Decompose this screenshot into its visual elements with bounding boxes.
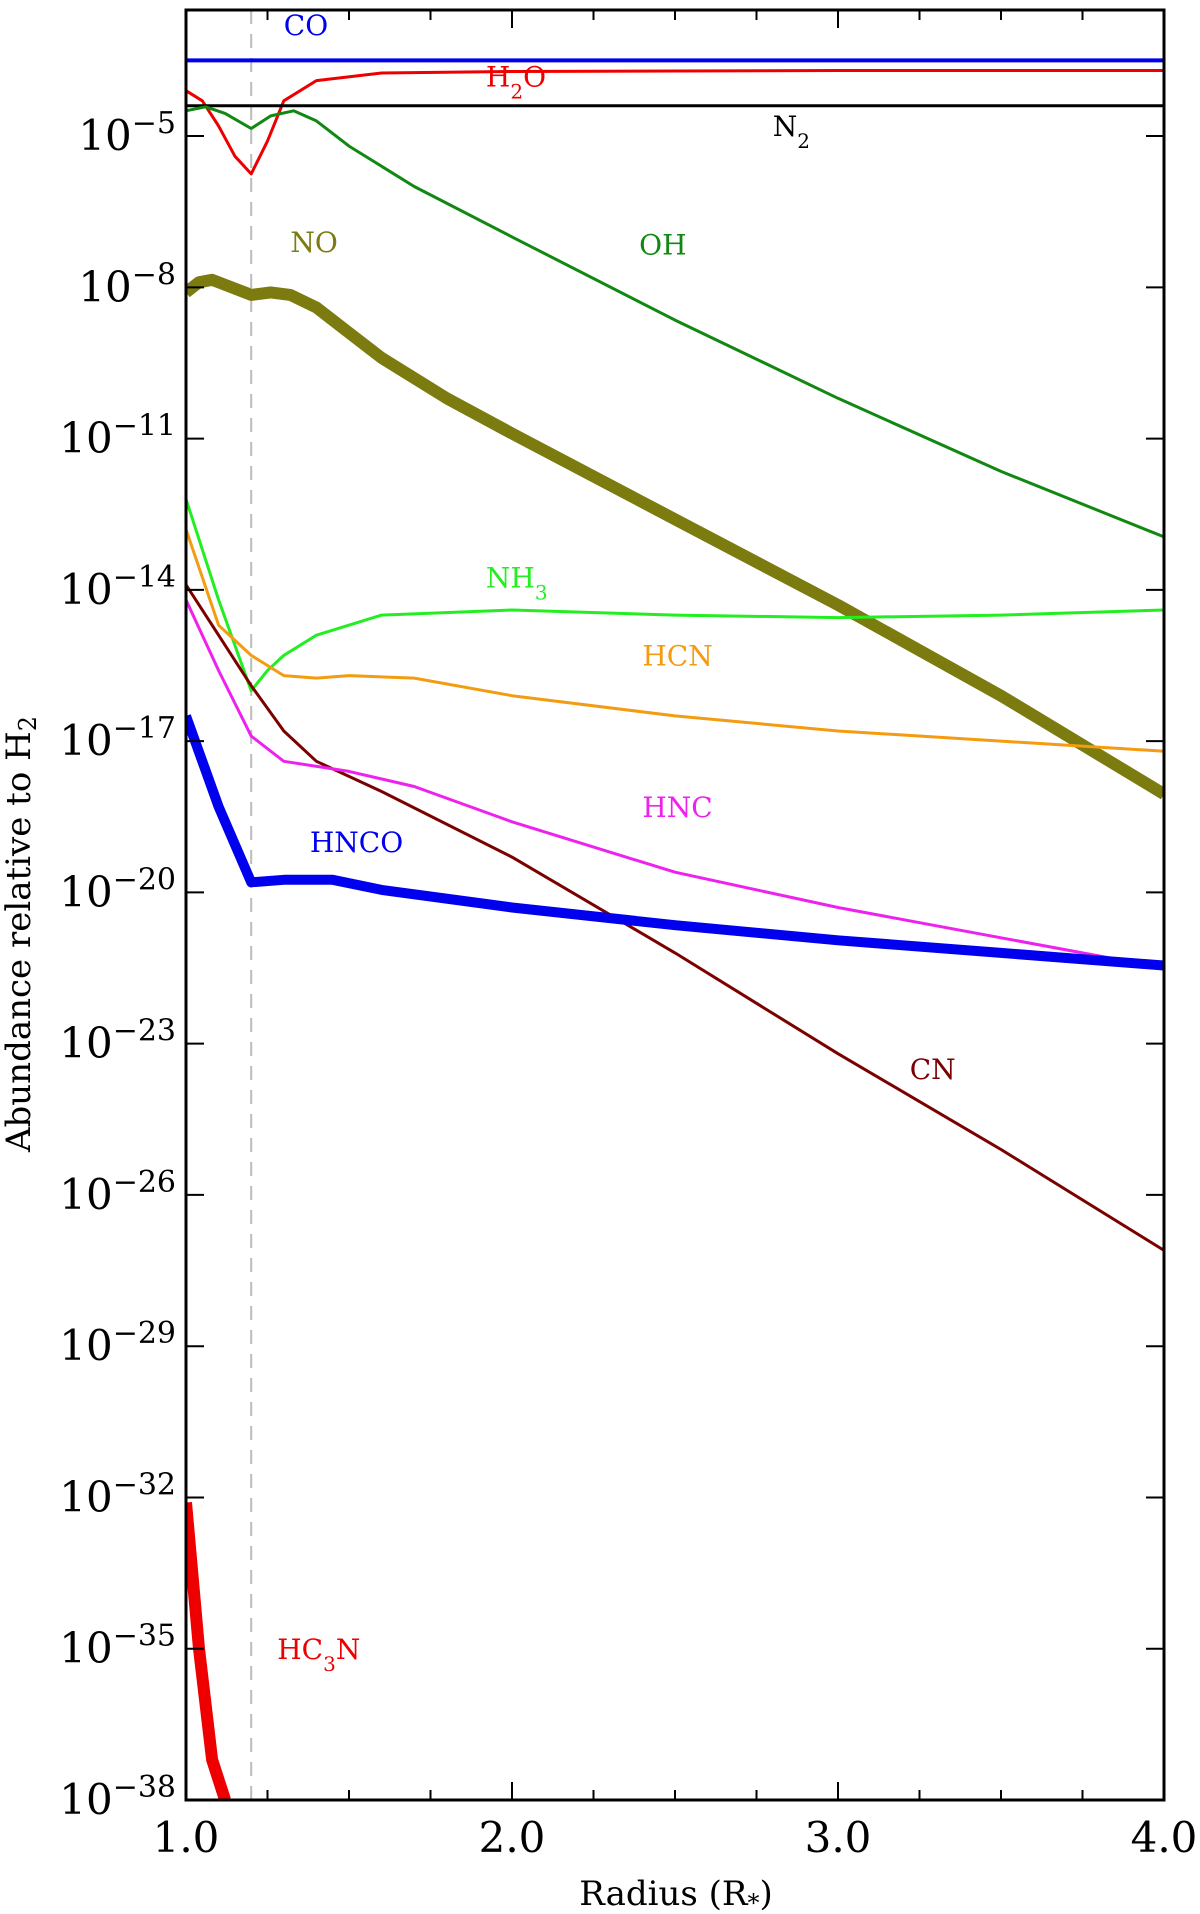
series-label-text: NO [290, 226, 337, 259]
x-tick-label: 4.0 [1131, 1813, 1198, 1862]
series-layer [186, 58, 1164, 1800]
y-tick-label: 10−26 [59, 1164, 176, 1219]
series-label-text: HNCO [310, 826, 403, 859]
y-tick-exponent: −11 [113, 408, 176, 443]
y-tick-label: 10−8 [78, 257, 176, 312]
series-label-text: HNC [642, 791, 712, 824]
y-tick-base: 10 [59, 565, 112, 614]
series-label-sub: 2 [510, 80, 523, 104]
series-label-text: NH [486, 561, 535, 594]
series-label-hcn: HCN [642, 639, 712, 672]
y-tick-base: 10 [59, 1775, 112, 1824]
y-tick-base: 10 [59, 1019, 112, 1068]
series-label-hc3n: HC3N [277, 1633, 360, 1676]
y-tick-base: 10 [59, 1624, 112, 1673]
x-axis-label-main: Radius (R [579, 1874, 749, 1914]
series-label-tail: O [523, 61, 546, 94]
x-axis-label-end: ) [760, 1874, 773, 1914]
plot-frame [184, 8, 1166, 1802]
y-tick-exponent: −14 [113, 559, 176, 594]
series-line-hnco [186, 714, 1164, 971]
x-tick-label: 2.0 [479, 1813, 546, 1862]
series-label-sub: 2 [797, 129, 810, 153]
y-tick-label: 10−5 [78, 106, 176, 161]
tick-layer: 1.0 2.0 3.0 4.010−510−810−1110−1410−1710−20… [59, 10, 1197, 1862]
series-label-text: OH [639, 229, 686, 262]
series-label-text: CN [910, 1053, 956, 1086]
y-tick-label: 10−17 [59, 711, 176, 766]
y-tick-label: 10−20 [59, 862, 176, 917]
y-tick-exponent: −8 [132, 257, 176, 292]
x-tick-label: 1.0 [153, 1813, 220, 1862]
series-label-text: H [486, 61, 510, 94]
y-tick-exponent: −17 [113, 711, 176, 746]
y-tick-label: 10−35 [59, 1618, 176, 1673]
y-tick-exponent: −32 [113, 1467, 176, 1502]
y-axis-label: Abundance relative to H2 [0, 716, 42, 1153]
x-tick-label: 3.0 [805, 1813, 872, 1862]
series-label-n2: N2 [773, 110, 810, 153]
y-axis-label-main: Abundance relative to H [0, 731, 39, 1153]
series-line-no [186, 273, 1164, 800]
y-tick-exponent: −29 [113, 1316, 176, 1351]
y-tick-label: 10−11 [59, 408, 176, 463]
y-tick-base: 10 [59, 716, 112, 765]
series-line-hc3n [186, 1501, 231, 1800]
y-tick-base: 10 [59, 414, 112, 463]
y-tick-exponent: −38 [113, 1770, 176, 1805]
y-tick-exponent: −20 [113, 862, 176, 897]
x-axis-label-sub: * [748, 1889, 760, 1914]
series-line-hnc [186, 599, 1164, 970]
series-label-oh: OH [639, 229, 686, 262]
series-label-text: HC [277, 1633, 323, 1666]
series-label-text: HCN [642, 639, 712, 672]
y-tick-exponent: −5 [132, 106, 176, 141]
series-label-sub: 3 [323, 1652, 336, 1676]
series-label-sub: 3 [535, 580, 548, 604]
y-tick-base: 10 [59, 1321, 112, 1370]
series-line-cn [186, 583, 1164, 1252]
y-tick-label: 10−32 [59, 1467, 176, 1522]
series-label-hnc: HNC [642, 791, 712, 824]
series-line-oh [186, 105, 1164, 539]
y-tick-exponent: −23 [113, 1013, 176, 1048]
y-tick-base: 10 [59, 1472, 112, 1521]
y-tick-exponent: −35 [113, 1618, 176, 1653]
x-axis-label: Radius (R*) [579, 1874, 773, 1914]
series-label-no: NO [290, 226, 337, 259]
series-line-hcn [186, 528, 1164, 753]
y-tick-exponent: −26 [113, 1164, 176, 1199]
y-tick-label: 10−29 [59, 1316, 176, 1371]
y-axis-label-sub: 2 [14, 716, 42, 731]
y-tick-base: 10 [59, 1170, 112, 1219]
y-tick-label: 10−23 [59, 1013, 176, 1068]
series-label-h2o: H2O [486, 61, 546, 104]
series-label-nh3: NH3 [486, 561, 548, 604]
series-label-text: N [773, 110, 798, 143]
y-tick-label: 10−14 [59, 559, 176, 614]
y-tick-label: 10−38 [59, 1770, 176, 1825]
y-tick-base: 10 [59, 867, 112, 916]
y-tick-base: 10 [78, 111, 131, 160]
series-label-co: CO [284, 9, 328, 42]
series-label-cn: CN [910, 1053, 956, 1086]
y-tick-base: 10 [78, 262, 131, 311]
plot-border [184, 8, 1166, 1802]
series-line-h2o [186, 69, 1164, 176]
series-label-tail: N [336, 1633, 361, 1666]
series-label-text: CO [284, 9, 328, 42]
series-label-hnco: HNCO [310, 826, 403, 859]
